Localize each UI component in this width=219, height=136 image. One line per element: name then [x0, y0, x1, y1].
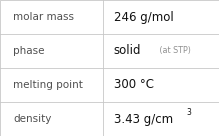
- Text: solid: solid: [114, 44, 141, 58]
- Text: 3: 3: [186, 108, 191, 117]
- Text: melting point: melting point: [13, 80, 83, 90]
- Text: molar mass: molar mass: [13, 12, 74, 22]
- Text: phase: phase: [13, 46, 45, 56]
- Text: (at STP): (at STP): [157, 47, 191, 55]
- Text: 3.43 g/cm: 3.43 g/cm: [114, 112, 173, 126]
- Text: density: density: [13, 114, 51, 124]
- Text: 300 °C: 300 °C: [114, 78, 154, 92]
- Text: 246 g/mol: 246 g/mol: [114, 10, 174, 24]
